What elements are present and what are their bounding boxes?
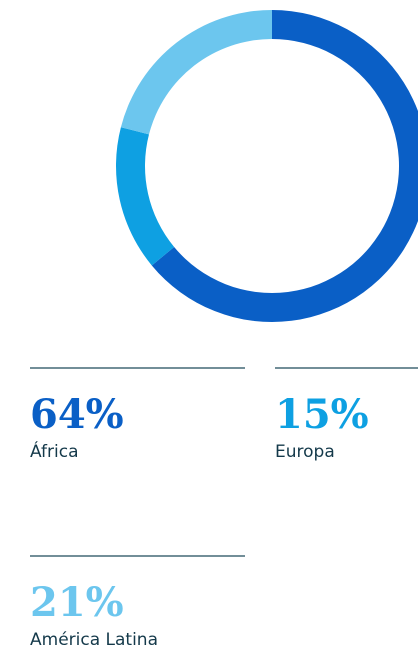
legend-label: Europa [275, 442, 335, 462]
legend-value: 15% [275, 391, 369, 438]
legend-label: África [30, 440, 79, 462]
legend-label: América Latina [30, 630, 158, 650]
legend-value: 64% [30, 391, 124, 438]
donut-segment [116, 127, 175, 266]
legend-value: 21% [30, 579, 124, 626]
donut-segment [151, 10, 418, 322]
donut-segment [120, 10, 272, 135]
